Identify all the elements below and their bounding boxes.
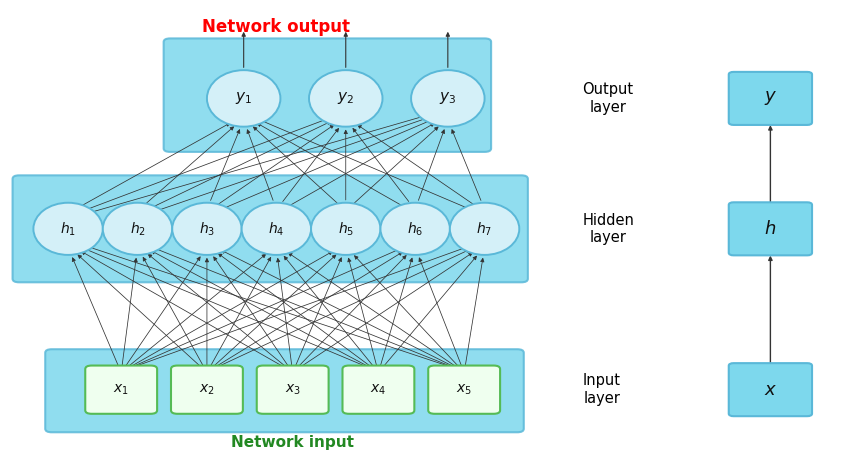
Ellipse shape xyxy=(207,70,280,127)
Text: $h_{3}$: $h_{3}$ xyxy=(198,220,215,237)
Text: $h_{7}$: $h_{7}$ xyxy=(476,220,493,237)
Text: $h_{6}$: $h_{6}$ xyxy=(407,220,424,237)
Ellipse shape xyxy=(34,203,103,255)
Text: $x_{5}$: $x_{5}$ xyxy=(457,383,472,397)
Text: Network input: Network input xyxy=(231,435,354,450)
Text: $y_{3}$: $y_{3}$ xyxy=(439,91,457,106)
Text: $x_{1}$: $x_{1}$ xyxy=(113,383,129,397)
FancyBboxPatch shape xyxy=(85,365,157,414)
FancyBboxPatch shape xyxy=(164,38,491,152)
FancyBboxPatch shape xyxy=(728,363,812,416)
FancyBboxPatch shape xyxy=(171,365,243,414)
FancyBboxPatch shape xyxy=(257,365,329,414)
Text: $x$: $x$ xyxy=(764,381,777,399)
FancyBboxPatch shape xyxy=(45,349,524,432)
FancyBboxPatch shape xyxy=(13,176,528,282)
FancyBboxPatch shape xyxy=(428,365,500,414)
Text: $x_{2}$: $x_{2}$ xyxy=(199,383,215,397)
Text: Network output: Network output xyxy=(202,18,350,36)
Ellipse shape xyxy=(450,203,520,255)
Text: $y_{2}$: $y_{2}$ xyxy=(337,91,355,106)
Text: $h_{2}$: $h_{2}$ xyxy=(129,220,146,237)
Text: $h$: $h$ xyxy=(765,220,777,238)
Text: $h_{5}$: $h_{5}$ xyxy=(337,220,354,237)
FancyBboxPatch shape xyxy=(728,72,812,125)
Text: $x_{3}$: $x_{3}$ xyxy=(285,383,300,397)
Text: $h_{1}$: $h_{1}$ xyxy=(60,220,76,237)
Text: Input
layer: Input layer xyxy=(583,373,620,406)
Text: $y_{1}$: $y_{1}$ xyxy=(235,91,252,106)
Ellipse shape xyxy=(311,203,381,255)
Text: $h_{4}$: $h_{4}$ xyxy=(268,220,285,237)
FancyBboxPatch shape xyxy=(728,202,812,255)
FancyBboxPatch shape xyxy=(343,365,414,414)
Ellipse shape xyxy=(242,203,311,255)
Text: Output
layer: Output layer xyxy=(583,82,633,115)
Text: Hidden
layer: Hidden layer xyxy=(583,213,634,245)
Text: $y$: $y$ xyxy=(764,90,777,107)
Ellipse shape xyxy=(381,203,450,255)
Ellipse shape xyxy=(173,203,242,255)
Text: $x_{4}$: $x_{4}$ xyxy=(370,383,387,397)
Ellipse shape xyxy=(411,70,485,127)
Ellipse shape xyxy=(309,70,382,127)
Ellipse shape xyxy=(103,203,173,255)
